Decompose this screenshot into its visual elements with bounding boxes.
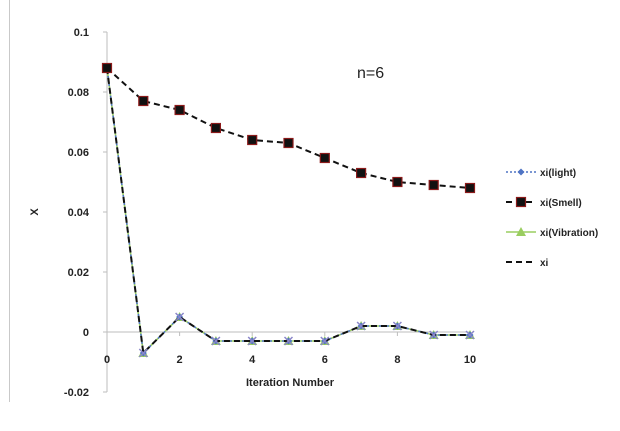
series-xi-light xyxy=(103,64,474,357)
point-xi-smell-marker xyxy=(428,179,439,191)
series-layer xyxy=(101,62,476,358)
axes-layer: 0.1 0.08 0.06 0.04 0.02 0 -0.02 0 2 4 6 8 10 xyxy=(64,27,476,399)
legend-label-xi: xi xyxy=(540,258,549,269)
labels-layer: Iteration Number X n=6 xyxy=(29,65,384,389)
series-line-xi-vibration xyxy=(106,67,470,355)
point-xi-smell-marker xyxy=(247,134,258,146)
x-tick-label: 8 xyxy=(394,354,400,366)
left-border-line xyxy=(9,0,10,402)
point-xi-smell-marker xyxy=(210,122,221,134)
y-tick-label: 0.08 xyxy=(68,87,89,99)
overlap-marker xyxy=(465,330,475,340)
overlap-marker xyxy=(211,336,221,346)
y-tick-label: 0 xyxy=(83,327,89,339)
overlap-marker xyxy=(283,336,294,346)
x-tick-label: 2 xyxy=(177,354,183,366)
y-tick-label: 0.02 xyxy=(68,267,89,279)
x-tick-label: 6 xyxy=(322,354,328,366)
point-xi-smell-marker xyxy=(464,182,476,194)
legend-label-xi-light: xi(light) xyxy=(540,168,576,179)
x-tick-label: 10 xyxy=(464,354,476,366)
point-xi-smell-marker xyxy=(174,104,185,116)
overlap-marker xyxy=(138,348,148,358)
overlap-marker xyxy=(429,330,439,340)
y-axis-title: X xyxy=(29,208,41,216)
x-tick-label: 0 xyxy=(104,354,110,366)
legend-item-xi-vibration: xi(Vibration) xyxy=(506,227,598,239)
overlap-marker xyxy=(247,336,257,346)
legend-item-xi: xi xyxy=(506,258,549,269)
legend-xi-light-marker xyxy=(517,168,525,176)
y-tick-label: 0.04 xyxy=(68,207,90,219)
legend-item-xi-smell: xi(Smell) xyxy=(506,196,582,209)
y-tick-label: 0.1 xyxy=(74,27,89,39)
x-axis-title: Iteration Number xyxy=(246,377,335,389)
legend-xi-smell-marker xyxy=(515,196,527,208)
point-xi-smell-marker xyxy=(138,95,149,107)
point-xi-smell-marker xyxy=(392,176,403,188)
overlap-marker xyxy=(175,312,185,322)
series-line-xi-smell xyxy=(106,67,471,189)
legend-item-xi-light: xi(light) xyxy=(506,168,576,179)
legend-xi-vibration-marker xyxy=(516,227,526,236)
series-xi-vibration xyxy=(102,63,475,357)
series-xi-smell xyxy=(101,62,476,194)
overlap-marker xyxy=(392,321,402,331)
point-xi-smell-marker xyxy=(356,167,367,179)
series-line-xi xyxy=(106,67,470,356)
legend-label-xi-vibration: xi(Vibration) xyxy=(540,228,598,239)
overlap-marker xyxy=(356,321,366,331)
point-xi-smell-marker xyxy=(319,152,330,164)
overlap-marker xyxy=(320,336,330,346)
legend: xi(light) xi(Smell) xi(Vibration) xi xyxy=(506,168,598,269)
y-tick-label: 0.06 xyxy=(68,147,89,159)
y-tick-label: -0.02 xyxy=(64,387,89,399)
point-xi-smell-marker xyxy=(283,137,294,149)
legend-label-xi-smell: xi(Smell) xyxy=(540,198,582,209)
x-tick-label: 4 xyxy=(249,354,256,366)
series-xi xyxy=(106,67,470,356)
series-line-xi-light xyxy=(106,67,470,355)
point-xi-smell-marker xyxy=(101,62,113,74)
n-annotation: n=6 xyxy=(357,65,384,82)
overlap-crosses xyxy=(138,312,475,358)
